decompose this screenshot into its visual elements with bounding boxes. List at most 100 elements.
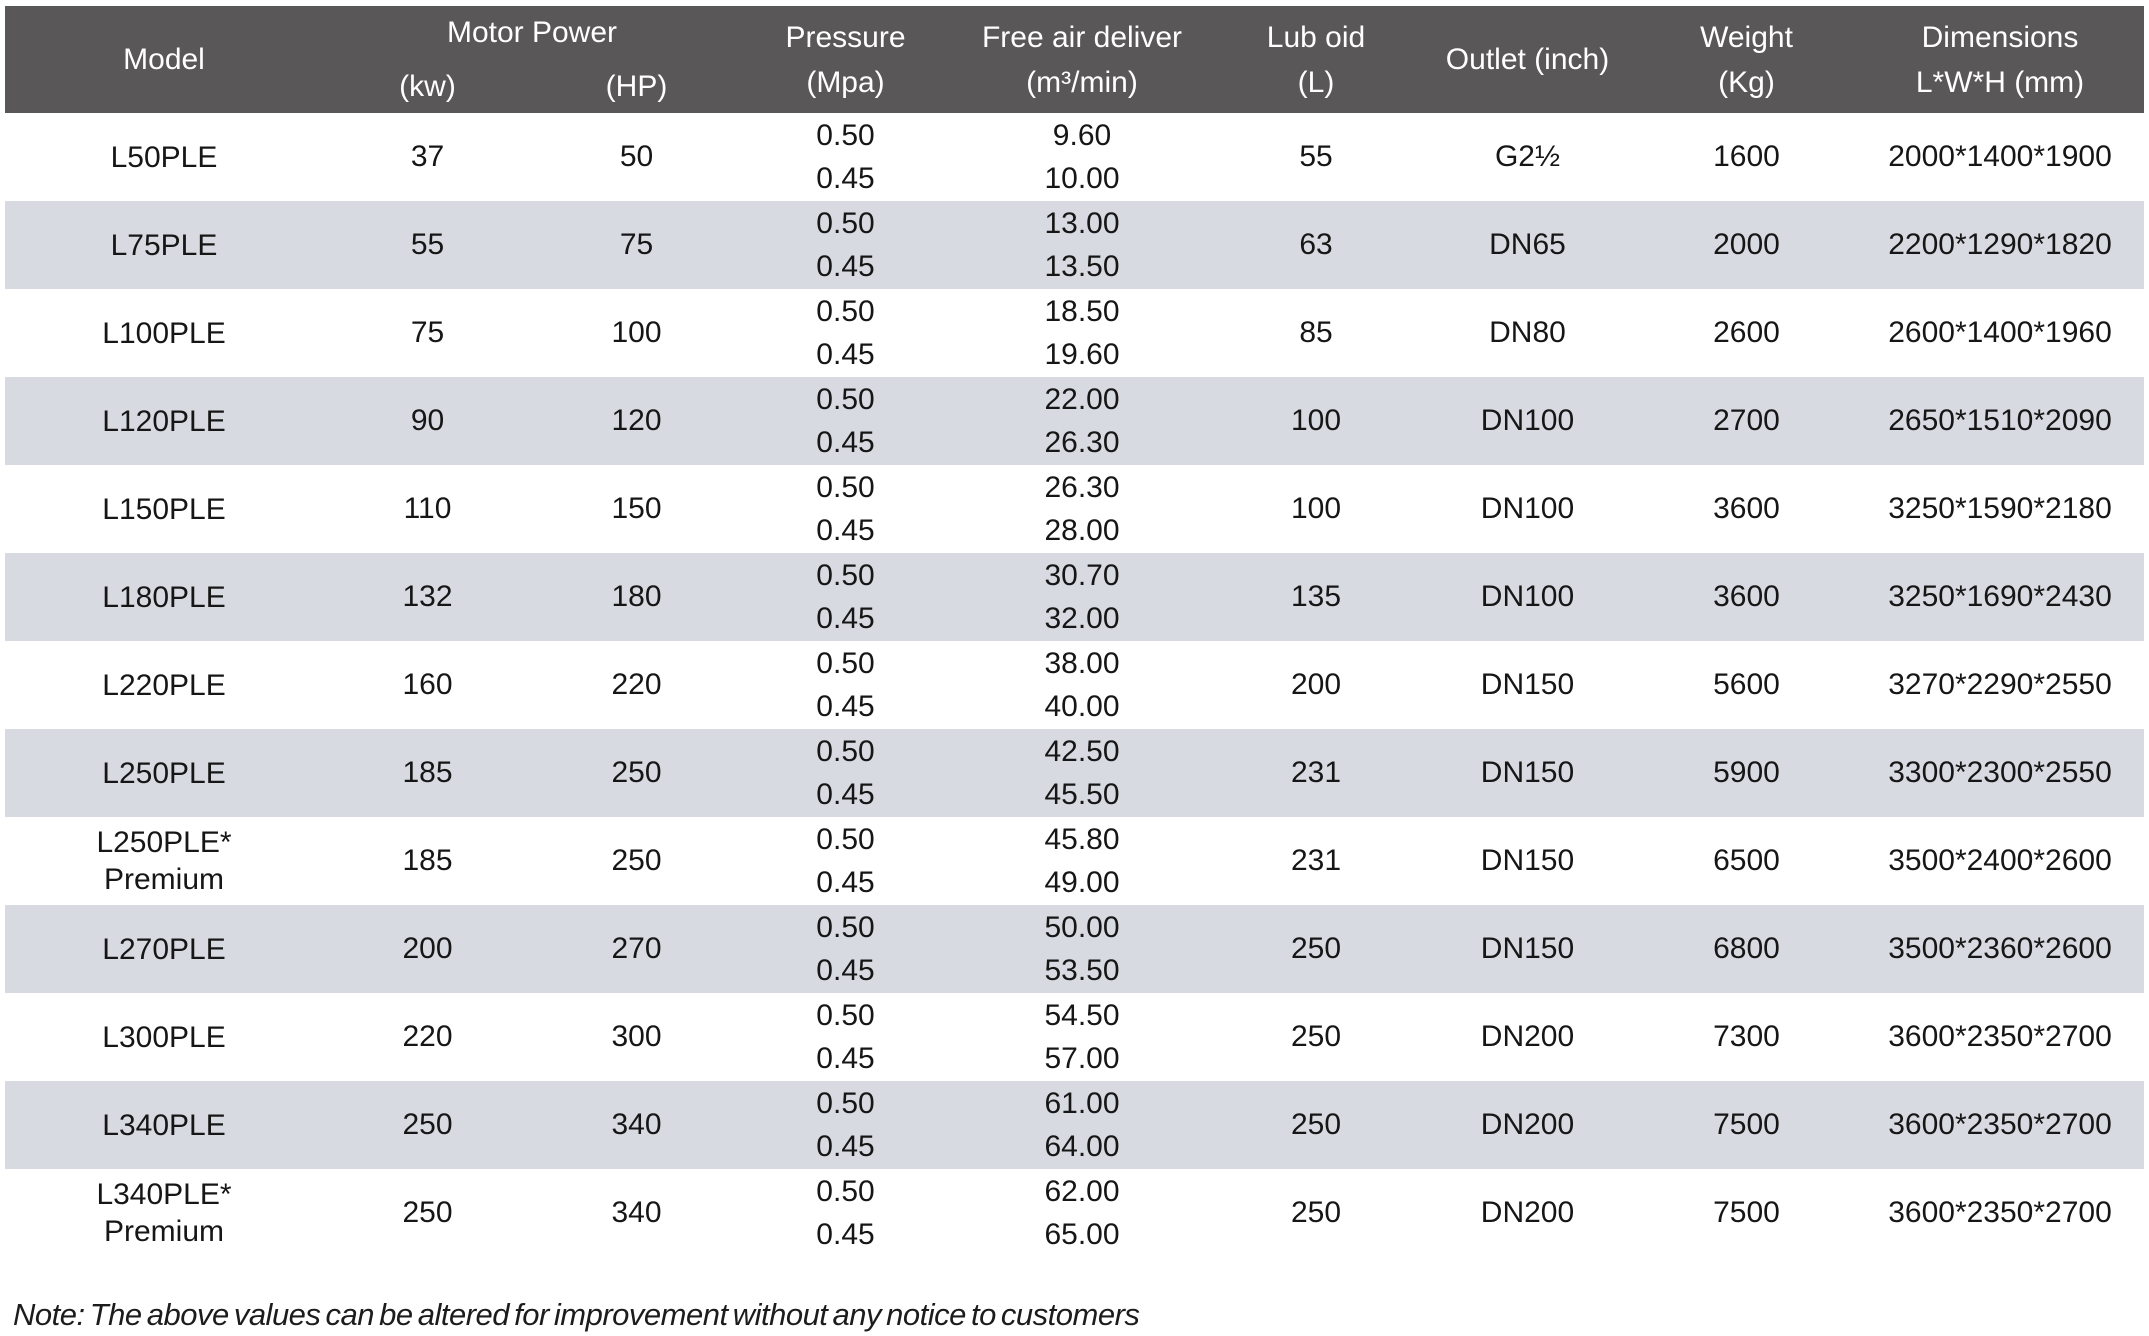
- cell-free-air: 42.50 45.50: [1044, 735, 1120, 811]
- cell-pressure: 0.50 0.45: [816, 1175, 875, 1251]
- cell-outlet: DN100: [1480, 404, 1575, 437]
- cell-lub-oil: 200: [1290, 668, 1342, 701]
- cell-motor-hp: 250: [611, 756, 662, 789]
- cell-weight: 2700: [1713, 404, 1780, 437]
- cell-outlet: DN100: [1480, 492, 1575, 525]
- table-row: L220PLE 160 220 0.50 0.45 38.00 40.00 200 …: [5, 641, 2144, 729]
- table-row: L180PLE 132 180 0.50 0.45 30.70 32.00 135 …: [5, 553, 2144, 641]
- note-text: Note: The above values can be altered fo…: [13, 1297, 1140, 1332]
- cell-model: L180PLE: [102, 580, 226, 614]
- cell-motor-hp: 180: [611, 580, 662, 613]
- table-row: L75PLE 55 75 0.50 0.45 13.00 13.50 63 DN65…: [5, 201, 2144, 289]
- cell-motor-hp: 340: [611, 1108, 662, 1141]
- col-header-model: Model: [5, 6, 323, 113]
- cell-dimensions: 3270*2290*2550: [1888, 668, 2112, 701]
- cell-motor-kw: 200: [402, 932, 453, 965]
- cell-weight: 1600: [1713, 140, 1780, 173]
- cell-model: L250PLE: [102, 756, 226, 790]
- cell-model: L75PLE: [110, 228, 218, 262]
- col-header-hp: (HP): [532, 60, 741, 113]
- cell-dimensions: 3500*2400*2600: [1888, 844, 2112, 877]
- cell-pressure: 0.50 0.45: [816, 1087, 875, 1163]
- cell-pressure: 0.50 0.45: [816, 911, 875, 987]
- cell-model: L150PLE: [102, 492, 226, 526]
- cell-model: L50PLE: [110, 140, 218, 174]
- col-header-free-air-line1: Free air deliver: [981, 20, 1183, 54]
- cell-weight: 3600: [1713, 580, 1780, 613]
- cell-pressure: 0.50 0.45: [816, 207, 875, 283]
- header-row-2: (kw) (HP): [5, 60, 2144, 113]
- cell-free-air: 38.00 40.00: [1044, 647, 1120, 723]
- cell-pressure: 0.50 0.45: [816, 647, 875, 723]
- cell-weight: 6800: [1713, 932, 1780, 965]
- table-row: L340PLE* Premium 250 340 0.50 0.45 62.00 65…: [5, 1169, 2144, 1257]
- col-header-kw: (kw): [323, 60, 532, 113]
- cell-lub-oil: 231: [1290, 844, 1342, 877]
- cell-lub-oil: 250: [1290, 1196, 1342, 1229]
- cell-motor-hp: 250: [611, 844, 662, 877]
- table-row: L340PLE 250 340 0.50 0.45 61.00 64.00 250 …: [5, 1081, 2144, 1169]
- cell-motor-hp: 120: [611, 404, 662, 437]
- cell-model: L120PLE: [102, 404, 226, 438]
- cell-motor-hp: 50: [619, 140, 654, 173]
- cell-dimensions: 3600*2350*2700: [1888, 1196, 2112, 1229]
- cell-lub-oil: 250: [1290, 1020, 1342, 1053]
- cell-motor-hp: 300: [611, 1020, 662, 1053]
- cell-free-air: 18.50 19.60: [1044, 295, 1120, 371]
- col-header-lub-oil-line1: Lub oid: [1266, 20, 1366, 54]
- cell-outlet: DN200: [1480, 1108, 1575, 1141]
- cell-motor-hp: 220: [611, 668, 662, 701]
- col-header-dimensions-line2: L*W*H (mm): [1915, 65, 2085, 99]
- cell-weight: 3600: [1713, 492, 1780, 525]
- cell-pressure: 0.50 0.45: [816, 295, 875, 371]
- cell-weight: 5900: [1713, 756, 1780, 789]
- cell-motor-hp: 75: [619, 228, 654, 261]
- col-header-free-air: Free air deliver (m³/min): [950, 6, 1214, 113]
- cell-model: L340PLE* Premium: [96, 1178, 232, 1248]
- cell-pressure: 0.50 0.45: [816, 471, 875, 547]
- cell-free-air: 13.00 13.50: [1044, 207, 1120, 283]
- cell-free-air: 9.60 10.00: [1044, 119, 1120, 195]
- cell-dimensions: 2200*1290*1820: [1888, 228, 2112, 261]
- table-header: Model Motor Power Pressure (Mpa) Free ai…: [5, 6, 2144, 113]
- cell-outlet: DN150: [1480, 668, 1575, 701]
- cell-pressure: 0.50 0.45: [816, 383, 875, 459]
- cell-dimensions: 3300*2300*2550: [1888, 756, 2112, 789]
- cell-motor-kw: 75: [410, 316, 445, 349]
- cell-motor-hp: 340: [611, 1196, 662, 1229]
- cell-motor-kw: 185: [402, 756, 453, 789]
- cell-lub-oil: 250: [1290, 1108, 1342, 1141]
- cell-model: L340PLE: [102, 1108, 226, 1142]
- cell-motor-kw: 160: [402, 668, 453, 701]
- cell-dimensions: 3250*1590*2180: [1888, 492, 2112, 525]
- table-row: L100PLE 75 100 0.50 0.45 18.50 19.60 85 DN…: [5, 289, 2144, 377]
- cell-pressure: 0.50 0.45: [816, 999, 875, 1075]
- table-row: L250PLE 185 250 0.50 0.45 42.50 45.50 231 …: [5, 729, 2144, 817]
- col-header-motor-power: Motor Power: [323, 6, 741, 60]
- col-header-dimensions-line1: Dimensions: [1921, 20, 2079, 54]
- cell-model: L220PLE: [102, 668, 226, 702]
- col-header-dimensions: Dimensions L*W*H (mm): [1856, 6, 2144, 113]
- cell-motor-kw: 110: [403, 492, 452, 525]
- table-body: L50PLE 37 50 0.50 0.45 9.60 10.00 55 G2½ 1…: [5, 113, 2144, 1257]
- cell-outlet: DN150: [1480, 844, 1575, 877]
- table-row: L250PLE* Premium 185 250 0.50 0.45 45.80 49…: [5, 817, 2144, 905]
- col-header-weight-line1: Weight: [1700, 20, 1793, 54]
- cell-motor-kw: 250: [402, 1108, 453, 1141]
- cell-free-air: 45.80 49.00: [1044, 823, 1120, 899]
- col-header-lub-oil-line2: (L): [1297, 65, 1335, 99]
- cell-lub-oil: 231: [1290, 756, 1342, 789]
- col-header-free-air-line2: (m³/min): [1026, 65, 1138, 99]
- cell-outlet: DN65: [1489, 228, 1566, 261]
- cell-outlet: DN100: [1480, 580, 1575, 613]
- cell-outlet: DN150: [1480, 932, 1575, 965]
- col-header-pressure: Pressure (Mpa): [741, 6, 950, 113]
- cell-pressure: 0.50 0.45: [816, 735, 875, 811]
- cell-lub-oil: 100: [1290, 404, 1342, 437]
- col-header-weight: Weight (Kg): [1637, 6, 1856, 113]
- cell-weight: 2000: [1713, 228, 1780, 261]
- cell-motor-kw: 37: [410, 140, 445, 173]
- cell-motor-hp: 270: [611, 932, 662, 965]
- cell-free-air: 62.00 65.00: [1044, 1175, 1120, 1251]
